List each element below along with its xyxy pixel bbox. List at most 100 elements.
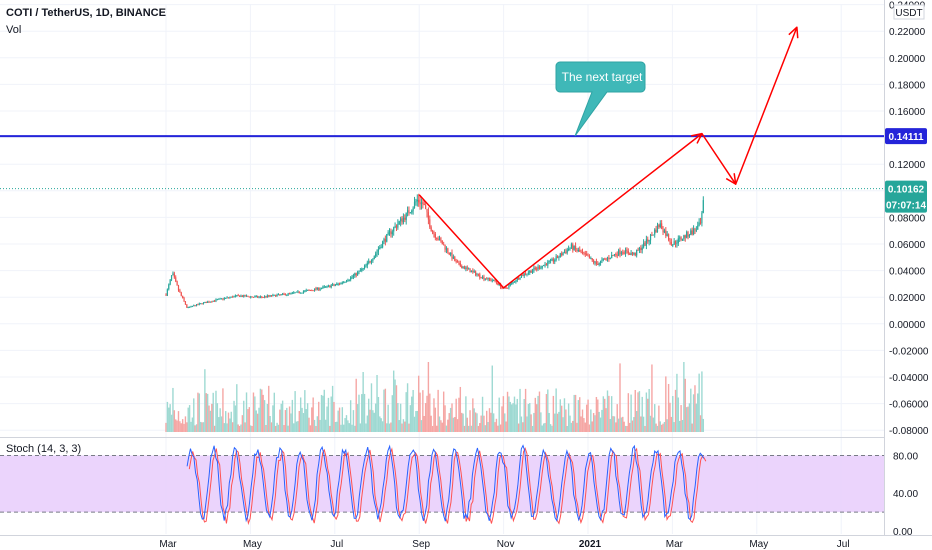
candle-body	[654, 229, 656, 235]
candle-body	[684, 235, 686, 238]
candle-body	[554, 260, 556, 262]
candle-body	[240, 295, 242, 297]
volume-bar	[484, 425, 487, 432]
volume-bar	[431, 425, 434, 432]
volume-bar	[231, 422, 234, 432]
grid	[0, 4, 884, 534]
last-price-badge	[885, 180, 927, 213]
candle-body	[243, 295, 245, 297]
price-tick-label: 0.16000	[889, 107, 926, 118]
candle-body	[193, 305, 195, 307]
volume-bar	[477, 425, 480, 432]
candle-body	[454, 256, 456, 261]
candle-body	[344, 281, 346, 283]
volume-bar	[455, 398, 457, 432]
volume-bar	[590, 409, 592, 432]
candle-body	[304, 290, 306, 292]
candle-body	[305, 290, 307, 292]
volume-bar	[615, 422, 617, 432]
candle-body	[512, 281, 514, 283]
candle-body	[526, 273, 528, 275]
volume-bar	[234, 405, 237, 432]
candle-body	[509, 283, 511, 286]
candle-body	[373, 256, 375, 260]
candle-body	[348, 279, 350, 281]
candle-body	[602, 258, 604, 260]
candle-body	[300, 292, 302, 294]
volume-bar	[377, 396, 380, 432]
candle-body	[282, 293, 284, 295]
candle-body	[656, 224, 659, 233]
volume-bar	[341, 407, 344, 432]
volume-bar	[226, 423, 228, 432]
volume-bar	[516, 398, 518, 432]
candle-body	[594, 261, 596, 263]
candle-body	[455, 260, 457, 262]
volume-bar	[258, 407, 260, 432]
volume-bar	[570, 422, 573, 432]
volume-bar	[359, 423, 362, 432]
candle-body	[702, 200, 704, 213]
volume-bar	[526, 416, 528, 432]
candle-body	[444, 244, 446, 250]
volume-bar	[601, 409, 603, 432]
volume-bar	[212, 392, 214, 432]
volume-bar	[559, 399, 561, 432]
candle-body	[649, 234, 652, 241]
volume-bar	[172, 387, 174, 432]
candle-body	[679, 237, 681, 239]
volume-bar	[201, 422, 203, 432]
candle-body	[283, 293, 285, 295]
volume-bar	[215, 390, 217, 432]
candle-body	[692, 228, 695, 235]
volume-bar	[648, 389, 650, 432]
volume-bar	[469, 410, 471, 432]
candle-body	[426, 209, 428, 213]
volume-bar	[434, 407, 437, 432]
volume-bar	[470, 425, 473, 432]
volume-bar	[404, 421, 406, 432]
candle-body	[504, 287, 506, 289]
candle-body	[237, 295, 239, 297]
candle-body	[332, 284, 334, 286]
volume-bar	[641, 396, 643, 432]
stoch-tick-label: 40.00	[893, 489, 918, 500]
candle-body	[629, 253, 631, 255]
candle-body	[252, 296, 255, 298]
volume-bar	[184, 416, 187, 432]
volume-bar	[508, 396, 510, 432]
candle-body	[505, 287, 507, 289]
candle-body	[422, 202, 424, 204]
volume-bar	[608, 395, 610, 432]
candle-body	[501, 287, 503, 289]
volume-bar	[573, 394, 575, 432]
volume-bar	[677, 397, 680, 432]
candle-body	[172, 273, 174, 276]
volume-bar	[473, 408, 475, 432]
volume-bar	[387, 404, 389, 432]
volume-bar	[320, 394, 323, 432]
volume-bar	[297, 421, 299, 432]
volume-bar	[216, 403, 219, 432]
volume-bar	[544, 422, 546, 432]
price-tick-label: 0.20000	[889, 54, 926, 65]
candle-body	[655, 229, 657, 233]
volume-bar	[420, 420, 423, 432]
candle-body	[416, 199, 418, 202]
candle-body	[190, 306, 192, 308]
candle-body	[566, 249, 568, 253]
candle-body	[527, 272, 529, 274]
candle-body	[701, 212, 703, 224]
candle-body	[648, 240, 650, 242]
volume-bar	[688, 403, 691, 432]
candle-body	[473, 271, 475, 273]
volume-bar	[262, 394, 264, 432]
candle-body	[565, 251, 567, 253]
volume-bar	[177, 411, 180, 432]
candle-body	[409, 212, 411, 214]
candle-body	[691, 230, 693, 235]
candle-body	[183, 298, 185, 302]
candle-body	[555, 256, 557, 261]
candle-body	[326, 285, 328, 287]
